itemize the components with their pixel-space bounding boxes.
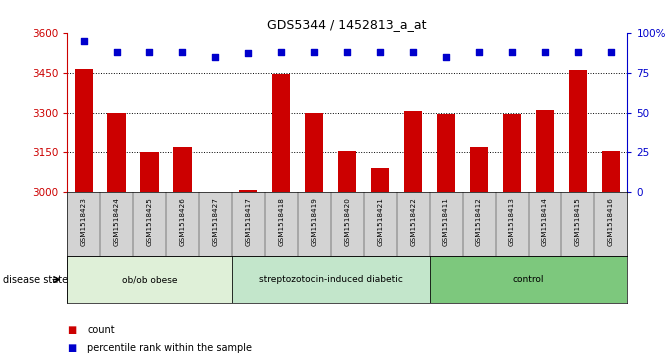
Text: GSM1518411: GSM1518411 [443,197,449,246]
Bar [232,256,429,303]
Bar [173,147,191,192]
Text: disease state: disease state [3,274,68,285]
Text: GSM1518414: GSM1518414 [542,197,548,246]
Bar [503,114,521,192]
Text: percentile rank within the sample: percentile rank within the sample [87,343,252,354]
Bar [569,70,587,192]
Text: GSM1518412: GSM1518412 [476,197,482,246]
Point [507,49,517,55]
Text: GSM1518424: GSM1518424 [113,197,119,246]
Text: GSM1518422: GSM1518422 [410,197,416,246]
Point [342,49,353,55]
Bar [67,256,232,303]
Bar [470,147,488,192]
Point [408,49,419,55]
Bar [429,256,627,303]
Point [210,54,221,60]
Point [309,49,319,55]
Text: GSM1518426: GSM1518426 [179,197,185,246]
Bar [404,111,422,192]
Text: GSM1518425: GSM1518425 [146,197,152,246]
Text: ■: ■ [67,343,76,354]
Bar [602,151,620,192]
Bar [140,152,158,192]
Title: GDS5344 / 1452813_a_at: GDS5344 / 1452813_a_at [268,19,427,32]
Bar [305,113,323,192]
Text: GSM1518413: GSM1518413 [509,197,515,246]
Text: count: count [87,325,115,335]
Point [441,54,452,60]
Point [572,49,583,55]
Bar [272,74,291,192]
Bar [536,110,554,192]
Point [177,49,188,55]
Text: GSM1518416: GSM1518416 [608,197,614,246]
Bar [437,114,455,192]
Bar [107,113,125,192]
Point [539,49,550,55]
Point [79,38,89,44]
Text: GSM1518418: GSM1518418 [278,197,285,246]
Bar [338,151,356,192]
Point [605,49,616,55]
Text: GSM1518420: GSM1518420 [344,197,350,246]
Text: GSM1518415: GSM1518415 [575,197,581,246]
Point [375,49,386,55]
Text: GSM1518427: GSM1518427 [213,197,219,246]
Point [474,49,484,55]
Text: ob/ob obese: ob/ob obese [121,275,177,284]
Bar [74,69,93,192]
Bar [240,190,258,192]
Text: GSM1518423: GSM1518423 [81,197,87,246]
Point [111,49,122,55]
Text: GSM1518421: GSM1518421 [377,197,383,246]
Point [144,49,155,55]
Text: ■: ■ [67,325,76,335]
Text: streptozotocin-induced diabetic: streptozotocin-induced diabetic [259,275,403,284]
Point [276,49,287,55]
Point [243,50,254,56]
Text: control: control [513,275,544,284]
Text: GSM1518417: GSM1518417 [246,197,252,246]
Bar [371,168,389,192]
Text: GSM1518419: GSM1518419 [311,197,317,246]
